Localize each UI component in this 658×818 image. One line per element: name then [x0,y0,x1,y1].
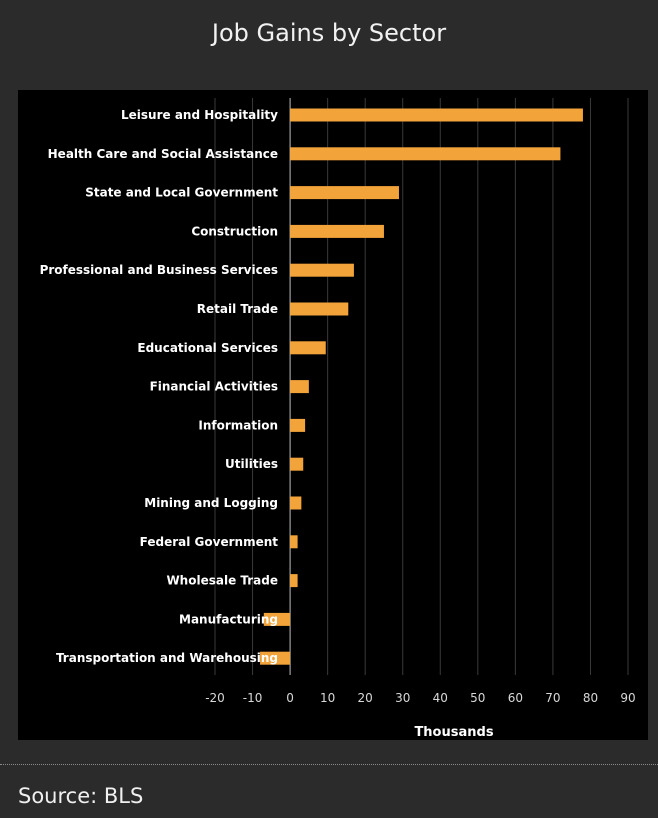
x-tick-label: 60 [508,691,523,705]
chart-title: Job Gains by Sector [211,19,447,47]
x-tick-label: 50 [470,691,485,705]
category-label: Financial Activities [150,380,278,394]
bar [290,224,384,238]
category-label: Educational Services [137,341,278,355]
category-label: Mining and Logging [144,496,278,510]
x-tick-label: 70 [545,691,560,705]
bar [290,147,561,161]
bar [290,108,583,122]
bar [290,457,304,471]
bar [290,574,298,588]
category-label: Federal Government [140,535,279,549]
x-tick-label: -20 [205,691,225,705]
bar [290,535,298,549]
category-label: Leisure and Hospitality [121,108,278,122]
x-tick-label: 40 [433,691,448,705]
bar [290,263,354,277]
category-label: Utilities [225,457,278,471]
x-tick-label: 20 [358,691,373,705]
bar [290,302,349,316]
source-note: Source: BLS [18,784,144,808]
bar [290,186,399,200]
category-label: Professional and Business Services [40,263,278,277]
x-tick-label: 10 [320,691,335,705]
x-tick-label: 0 [286,691,294,705]
bar [260,651,291,665]
x-tick-label: 30 [395,691,410,705]
bar [290,341,326,355]
x-tick-label: -10 [243,691,263,705]
x-axis-title: Thousands [414,725,493,740]
category-label: Construction [191,224,278,238]
category-label: Information [198,418,278,432]
category-label: Manufacturing [179,612,278,626]
category-label: State and Local Government [85,186,278,200]
category-label: Health Care and Social Assistance [48,147,278,161]
bar [263,612,291,626]
divider [0,764,658,765]
x-tick-label: 80 [583,691,598,705]
bar-chart: Leisure and Hospitality Health Care and S… [40,98,636,740]
category-label: Wholesale Trade [166,574,278,588]
chart-panel: Leisure and Hospitality Health Care and S… [18,90,648,740]
x-tick-label: 90 [620,691,635,705]
bar [290,496,302,510]
bar [290,418,306,432]
bar [290,380,309,394]
category-label: Retail Trade [197,302,278,316]
category-label: Transportation and Warehousing [56,651,278,665]
